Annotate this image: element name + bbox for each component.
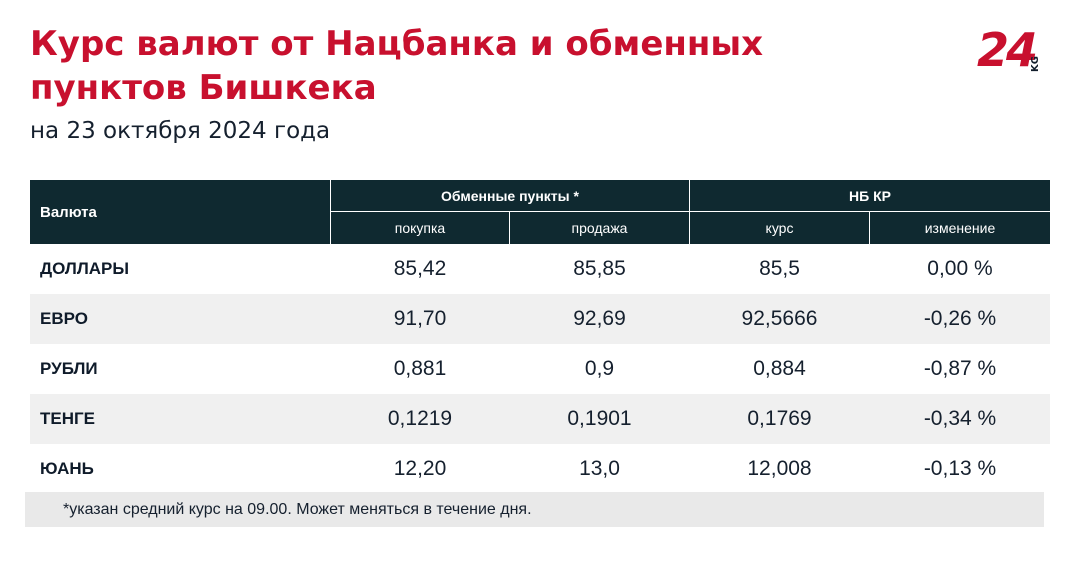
- sell-value: 92,69: [573, 307, 626, 330]
- table-row: ДОЛЛАРЫ 85,42 85,85 85,5 0,00 %: [30, 244, 1050, 294]
- page-title: Курс валют от Нацбанка и обменных пункто…: [30, 24, 764, 108]
- buy-value: 85,42: [393, 257, 447, 280]
- rate-value: 92,5666: [741, 307, 818, 330]
- col-sell-header: продажа: [571, 220, 628, 236]
- currency-name: ЕВРО: [40, 309, 88, 328]
- header-divider: [869, 211, 870, 244]
- header-divider: [509, 211, 510, 244]
- table-row: ЕВРО 91,70 92,69 92,5666 -0,26 %: [30, 294, 1050, 344]
- currency-name: ТЕНГЕ: [40, 409, 95, 428]
- group-exchange-header: Обменные пункты *: [441, 187, 579, 204]
- group-nb-header: НБ КР: [849, 187, 891, 204]
- change-value: -0,34 %: [923, 407, 997, 430]
- header-divider: [330, 180, 331, 244]
- buy-value: 0,881: [393, 357, 447, 380]
- rate-value: 12,008: [747, 457, 812, 480]
- buy-value: 12,20: [393, 457, 447, 480]
- currency-name: ЮАНЬ: [40, 459, 94, 478]
- col-buy-header: покупка: [394, 220, 446, 236]
- buy-value: 91,70: [393, 307, 447, 330]
- col-currency-header: Валюта: [40, 203, 97, 221]
- sell-value: 13,0: [579, 457, 620, 480]
- brand-logo: 24 KG: [977, 23, 1057, 77]
- currency-name: ДОЛЛАРЫ: [40, 259, 130, 278]
- change-value: -0,26 %: [923, 307, 997, 330]
- sell-value: 0,1901: [567, 407, 632, 430]
- table-row: РУБЛИ 0,881 0,9 0,884 -0,87 %: [30, 344, 1050, 394]
- table-row: ТЕНГЕ 0,1219 0,1901 0,1769 -0,34 %: [30, 394, 1050, 444]
- rate-value: 0,884: [753, 357, 806, 380]
- logo-number: 24: [977, 23, 1038, 77]
- footnote: *указан средний курс на 09.00. Может мен…: [25, 492, 1044, 527]
- sell-value: 85,85: [573, 257, 626, 280]
- col-rate-header: курс: [765, 220, 794, 236]
- rate-value: 85,5: [759, 257, 800, 280]
- page-subtitle: на 23 октября 2024 года: [30, 118, 331, 144]
- change-value: -0,13 %: [923, 457, 997, 480]
- table-header: Валюта Обменные пункты * НБ КР покупка п…: [30, 180, 1050, 244]
- header-divider: [330, 211, 1050, 212]
- buy-value: 0,1219: [387, 407, 453, 430]
- currency-table: Валюта Обменные пункты * НБ КР покупка п…: [30, 180, 1050, 494]
- logo-suffix: KG: [1030, 56, 1041, 72]
- currency-name: РУБЛИ: [40, 359, 98, 378]
- table-row: ЮАНЬ 12,20 13,0 12,008 -0,13 %: [30, 444, 1050, 494]
- sell-value: 0,9: [584, 357, 615, 380]
- change-value: 0,00 %: [927, 257, 993, 280]
- header-divider: [689, 180, 690, 244]
- rate-value: 0,1769: [747, 407, 812, 430]
- change-value: -0,87 %: [923, 357, 997, 380]
- col-change-header: изменение: [924, 220, 996, 236]
